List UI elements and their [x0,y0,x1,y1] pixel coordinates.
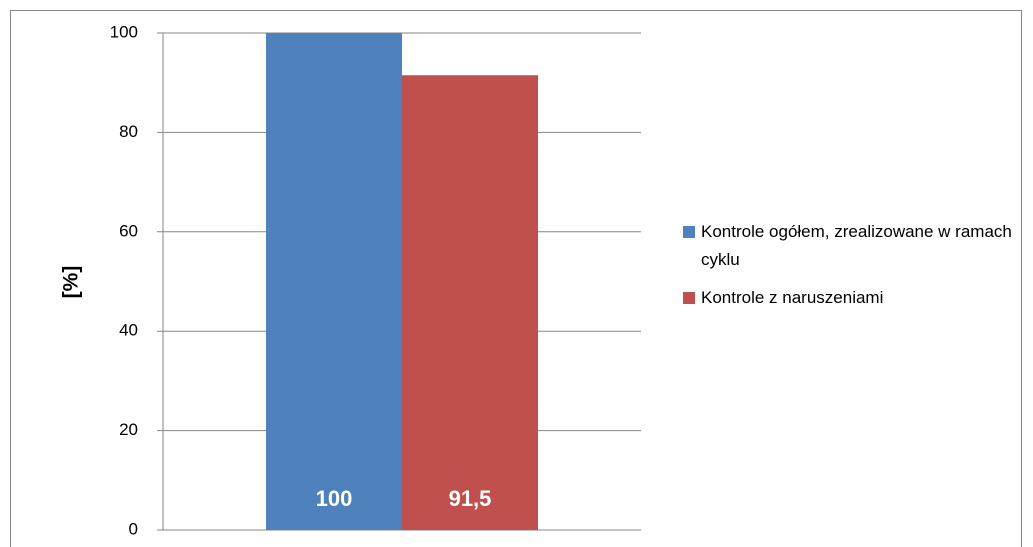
y-tick-label: 20 [119,420,138,439]
data-label: 100 [316,486,353,511]
legend-swatch [683,226,695,238]
legend-label: Kontrole ogółem, zrealizowane w ramach c… [701,222,1012,269]
legend-entry: Kontrole ogółem, zrealizowane w ramach c… [683,218,1018,274]
data-label: 91,5 [449,486,492,511]
y-tick-label: 100 [110,22,138,41]
legend-entry: Kontrole z naruszeniami [683,284,1018,312]
legend-label: Kontrole z naruszeniami [701,288,884,307]
y-tick-label: 80 [119,122,138,141]
bar [402,75,538,531]
bar [266,33,402,530]
y-tick-label: 0 [129,519,138,538]
y-tick-label: 40 [119,321,138,340]
legend-swatch [683,292,695,304]
chart-border [10,10,1022,547]
legend: Kontrole ogółem, zrealizowane w ramach c… [683,218,1018,322]
y-axis-label: [%] [60,266,83,299]
y-tick-label: 60 [119,221,138,240]
